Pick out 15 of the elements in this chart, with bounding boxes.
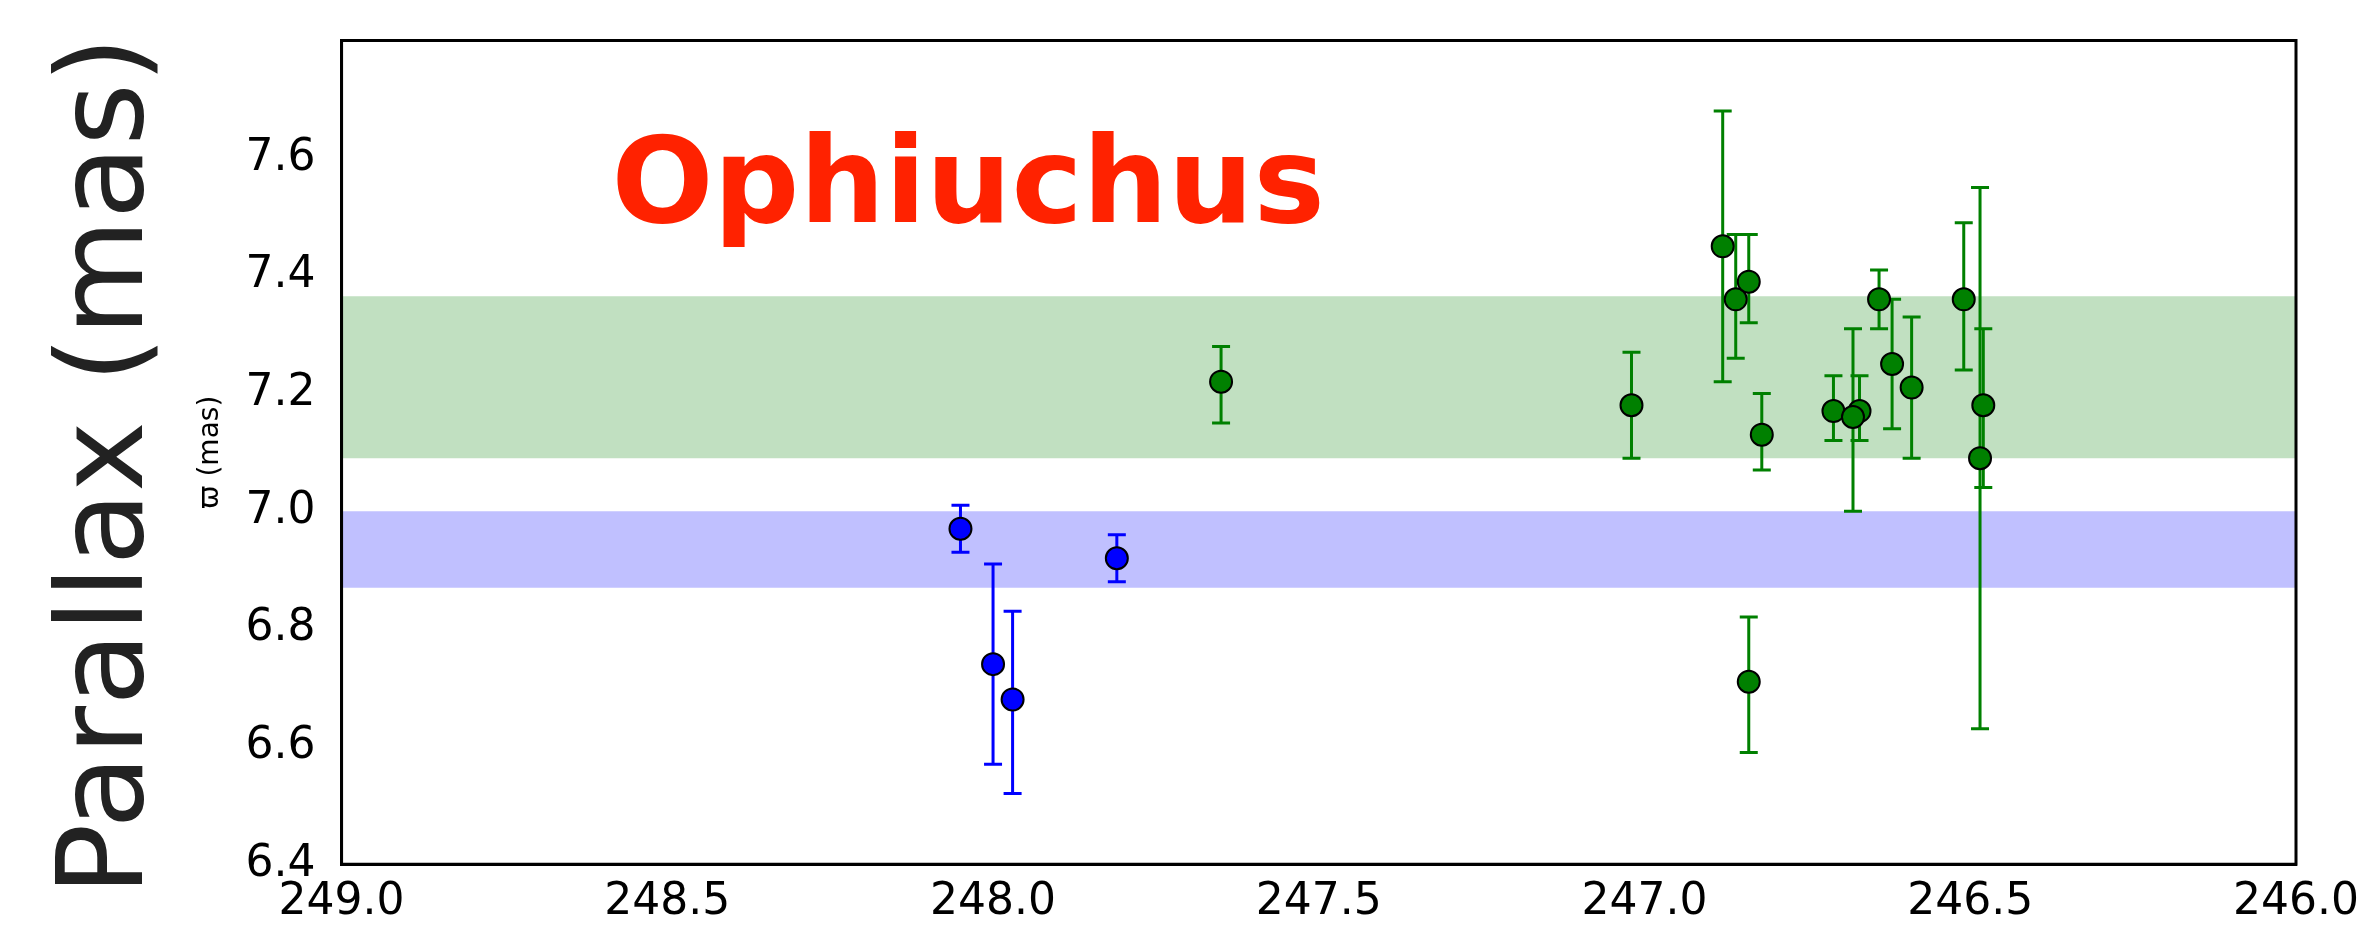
x-tick-label: 248.5 xyxy=(604,873,731,925)
x-tick-label: 248.0 xyxy=(930,873,1057,925)
y-axis-title: Parallax (mas) xyxy=(30,36,170,896)
text: Ophiuchus xyxy=(611,110,1325,250)
x-tick-label: 247.5 xyxy=(1255,873,1382,925)
y-tick-label: 7.0 xyxy=(245,481,316,533)
text: ϖ (mas) xyxy=(192,395,226,509)
y-tick-label: 7.2 xyxy=(245,363,316,415)
x-tick-label: 247.0 xyxy=(1581,873,1708,925)
x-tick-label: 246.5 xyxy=(1907,873,2034,925)
y-tick-label: 6.8 xyxy=(245,599,316,651)
x-tick-label: 246.0 xyxy=(2233,873,2359,925)
y-tick-label: 7.4 xyxy=(245,246,316,298)
y-tick-label: 6.6 xyxy=(245,716,316,768)
y-tick-label: 7.6 xyxy=(245,128,316,180)
